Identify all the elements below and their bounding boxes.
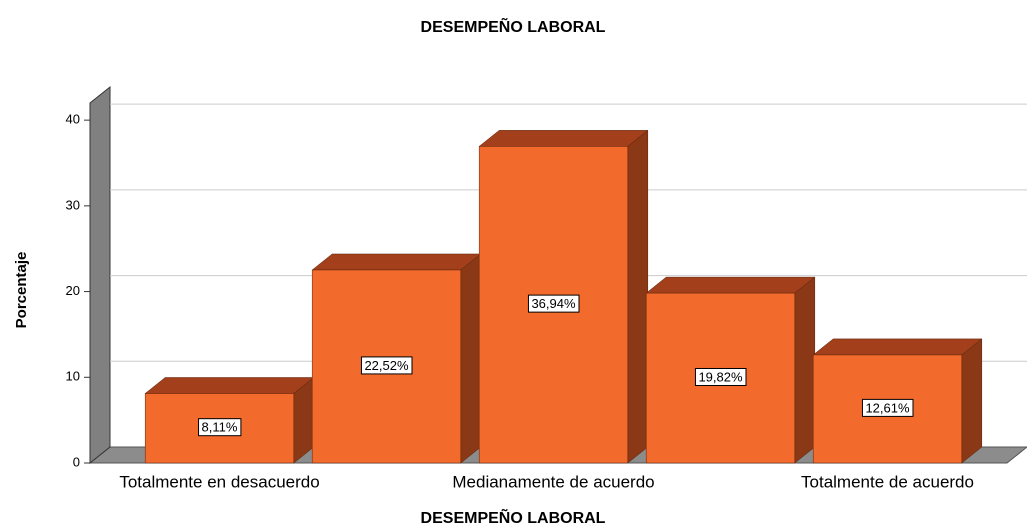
bar-side bbox=[627, 129, 649, 464]
value-label-box bbox=[360, 356, 413, 375]
bar-side bbox=[961, 338, 983, 464]
y-tick-label: 30 bbox=[66, 197, 80, 212]
value-label-box bbox=[861, 398, 914, 417]
x-axis-label: DESEMPEÑO LABORAL bbox=[421, 507, 606, 527]
bar-top bbox=[478, 130, 649, 147]
chart-title: DESEMPEÑO LABORAL bbox=[421, 16, 606, 36]
y-tick-label: 20 bbox=[66, 283, 80, 298]
left-wall bbox=[89, 85, 111, 465]
bar-side bbox=[460, 253, 482, 464]
value-label: 12,61% bbox=[865, 400, 910, 415]
x-tick-label: Totalmente de acuerdo bbox=[801, 472, 974, 491]
x-tick-label: Medianamente de acuerdo bbox=[452, 472, 654, 491]
value-label: 19,82% bbox=[698, 369, 743, 384]
y-tick-label: 0 bbox=[73, 454, 80, 469]
value-label-box bbox=[198, 418, 242, 437]
y-tick-label: 40 bbox=[66, 112, 80, 127]
value-label: 36,94% bbox=[531, 296, 576, 311]
bar-top bbox=[645, 276, 816, 294]
value-label: 8,11% bbox=[202, 420, 238, 435]
value-label-box bbox=[527, 294, 580, 313]
y-axis-label: Porcentaje bbox=[13, 252, 30, 329]
bar-top bbox=[812, 338, 983, 356]
x-tick-label: Totalmente en desacuerdo bbox=[119, 472, 319, 491]
y-tick-label: 10 bbox=[66, 369, 80, 384]
bar-side bbox=[794, 276, 816, 464]
value-label-box bbox=[694, 367, 747, 386]
bar-top bbox=[311, 253, 482, 271]
value-label: 22,52% bbox=[364, 358, 409, 373]
bar-top bbox=[144, 377, 315, 394]
